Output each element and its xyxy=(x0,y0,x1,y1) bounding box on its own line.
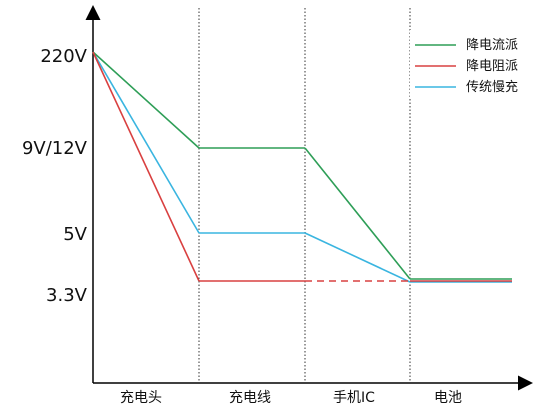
grid-lines xyxy=(92,8,411,383)
series-0-segment-0 xyxy=(92,51,200,149)
series-0-segment-2 xyxy=(304,147,411,280)
legend-label-current: 降电流派 xyxy=(466,38,518,53)
series-1-segment-0 xyxy=(92,51,200,282)
x-label-charger-head: 充电头 xyxy=(120,390,162,406)
y-tick-220v: 220V xyxy=(40,46,87,67)
legend: 降电流派 降电阻派 传统慢充 xyxy=(410,30,540,98)
series-2-segment-2 xyxy=(304,232,411,283)
x-category-labels: 充电头 充电线 手机IC 电池 xyxy=(120,390,462,406)
y-tick-5v: 5V xyxy=(63,224,87,245)
series-lines xyxy=(92,51,512,283)
y-tick-labels: 220V 9V/12V 5V 3.3V xyxy=(22,46,88,306)
x-label-battery: 电池 xyxy=(434,390,462,406)
y-tick-9v-12v: 9V/12V xyxy=(22,138,88,159)
series-2-segment-0 xyxy=(92,51,200,234)
x-label-cable: 充电线 xyxy=(229,390,271,406)
legend-label-resistance: 降电阻派 xyxy=(466,59,518,74)
x-label-phone-ic: 手机IC xyxy=(333,390,375,406)
legend-label-slow: 传统慢充 xyxy=(466,79,518,95)
y-tick-3-3v: 3.3V xyxy=(46,285,88,306)
